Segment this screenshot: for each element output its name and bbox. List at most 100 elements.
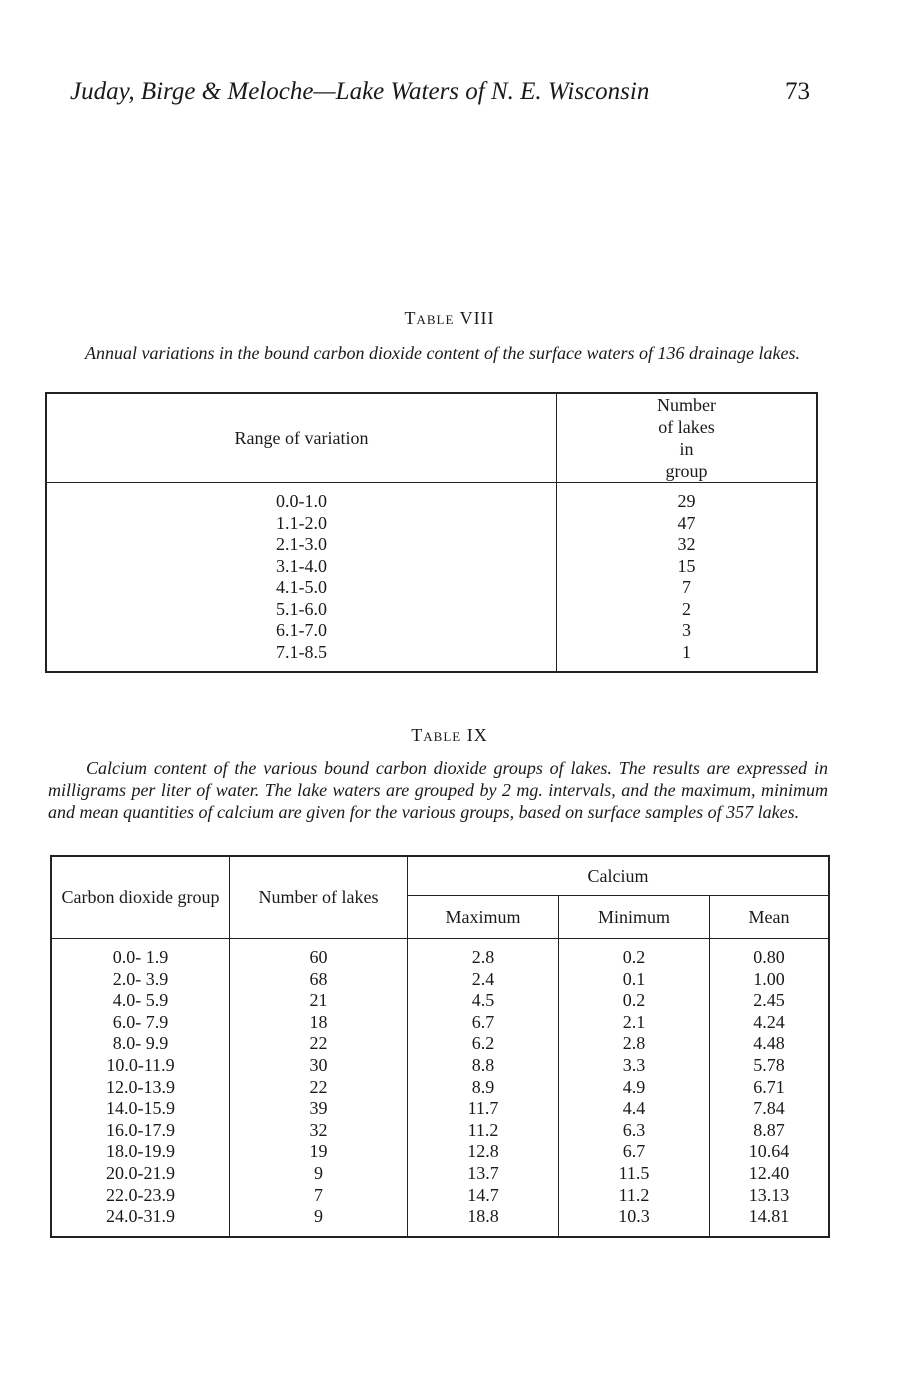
table-cell: 19 [229,1141,408,1163]
table-cell: 9 [229,1162,408,1185]
table-cell: 2.4 [407,968,559,991]
table-cell: 14.0-15.9 [51,1098,230,1120]
column-header: Number of lakes in group [556,393,817,483]
table-cell: 0.0-1.0 [46,491,558,513]
table-cell: 2 [682,598,691,619]
table-cell: 12.40 [748,1162,790,1183]
table-9-label: Table IX [411,725,488,745]
table-cell: 3 [682,620,691,640]
table-cell: 7 [682,577,691,597]
table-cell: 2.1-3.0 [46,534,558,556]
table-cell: 0.2 [558,990,710,1012]
table-row: 12.0-13.9 22 8.9 4.9 6.71 [51,1076,829,1099]
table-cell: 0.1 [558,968,710,991]
table-cell: 11.7 [407,1098,559,1120]
table-cell: 4.4 [558,1098,710,1120]
table-cell: 12.0-13.9 [51,1076,230,1099]
table-row: 4.0- 5.9 21 4.5 0.2 2.45 [51,990,829,1012]
table-cell: 2.8 [407,947,559,969]
table-cell: 6.71 [753,1076,785,1097]
table-cell: 18.0-19.9 [51,1141,230,1163]
table-row: 22.0-23.9 7 14.7 11.2 13.13 [51,1184,829,1207]
running-head: Juday, Birge & Meloche—Lake Waters of N.… [70,78,650,105]
table-cell: 0.80 [753,947,785,967]
table-cell: 24.0-31.9 [51,1206,230,1228]
table-row: 8.0- 9.9 22 6.2 2.8 4.48 [51,1033,829,1055]
table-cell: 8.87 [753,1119,785,1140]
table-row: 2.1-3.0 32 [46,534,817,556]
table-row: 0.0-1.0 29 [46,491,817,513]
table-cell: 6.7 [558,1141,710,1163]
table-cell: 15 [677,555,696,576]
table-row: 0.0- 1.9 60 2.8 0.2 0.80 [51,947,829,969]
table-cell: 8.9 [407,1076,559,1099]
table-cell: 0.0- 1.9 [51,947,230,969]
table-cell: 4.24 [753,1011,785,1032]
table-cell: 4.5 [407,990,559,1012]
table-cell: 13.13 [748,1184,790,1205]
table-cell: 2.1 [558,1011,710,1034]
table-row: 3.1-4.0 15 [46,555,817,577]
table-cell: 6.1-7.0 [46,620,558,642]
table-8-label: Table VIII [404,308,495,328]
column-header: Maximum [407,895,559,939]
table-9-caption: Calcium content of the various bound car… [48,758,828,822]
table-cell: 6.2 [407,1033,559,1055]
table-row: 7.1-8.5 1 [46,641,817,663]
table-cell: 14.7 [407,1184,559,1207]
table-cell: 3.1-4.0 [46,555,558,577]
table-cell: 68 [229,968,408,991]
table-cell: 11.2 [407,1119,559,1142]
table-cell: 12.8 [407,1141,559,1163]
table-row: 10.0-11.9 30 8.8 3.3 5.78 [51,1054,829,1077]
table-cell: 5.78 [753,1054,785,1075]
table-row: 20.0-21.9 9 13.7 11.5 12.40 [51,1162,829,1185]
column-header: Carbon dioxide group [51,856,230,939]
table-cell: 11.2 [558,1184,710,1207]
table-8-caption: Annual variations in the bound carbon di… [85,343,800,363]
table-cell: 10.0-11.9 [51,1054,230,1077]
table-row: 14.0-15.9 39 11.7 4.4 7.84 [51,1098,829,1120]
table-cell: 20.0-21.9 [51,1162,230,1185]
table-cell: 13.7 [407,1162,559,1185]
table-cell: 30 [229,1054,408,1077]
table-cell: 1 [682,641,691,662]
table-row: 1.1-2.0 47 [46,512,817,534]
table-row: 4.1-5.0 7 [46,577,817,599]
table-row: 24.0-31.9 9 18.8 10.3 14.81 [51,1206,829,1228]
column-header: Range of variation [46,393,558,483]
table-cell: 22 [229,1033,408,1055]
table-cell: 7.84 [753,1098,785,1119]
table-cell: 7.1-8.5 [46,641,558,663]
table-cell: 11.5 [558,1162,710,1185]
table-cell: 10.64 [748,1141,790,1162]
table-cell: 4.1-5.0 [46,577,558,599]
column-header: Number of lakes [229,856,408,939]
page-number: 73 [785,78,810,105]
table-cell: 2.8 [558,1033,710,1055]
table-9: Carbon dioxide group Number of lakes Cal… [50,855,830,1238]
table-cell: 2.0- 3.9 [51,968,230,991]
table-cell: 6.0- 7.9 [51,1011,230,1034]
table-cell: 6.3 [558,1119,710,1142]
table-row: 16.0-17.9 32 11.2 6.3 8.87 [51,1119,829,1142]
table-cell: 8.0- 9.9 [51,1033,230,1055]
table-row: 6.1-7.0 3 [46,620,817,642]
table-cell: 5.1-6.0 [46,598,558,620]
table-cell: 4.9 [558,1076,710,1099]
table-cell: 8.8 [407,1054,559,1077]
table-row: 6.0- 7.9 18 6.7 2.1 4.24 [51,1011,829,1034]
table-cell: 60 [229,947,408,969]
table-cell: 4.0- 5.9 [51,990,230,1012]
table-cell: 22 [229,1076,408,1099]
table-cell: 1.1-2.0 [46,512,558,534]
column-header: Mean [709,895,829,939]
column-header: Minimum [558,895,710,939]
table-8: Range of variation Number of lakes in gr… [45,392,818,673]
table-cell: 7 [229,1184,408,1207]
table-cell: 6.7 [407,1011,559,1034]
table-cell: 32 [677,534,696,554]
table-row: 18.0-19.9 19 12.8 6.7 10.64 [51,1141,829,1163]
table-cell: 3.3 [558,1054,710,1077]
table-cell: 21 [229,990,408,1012]
